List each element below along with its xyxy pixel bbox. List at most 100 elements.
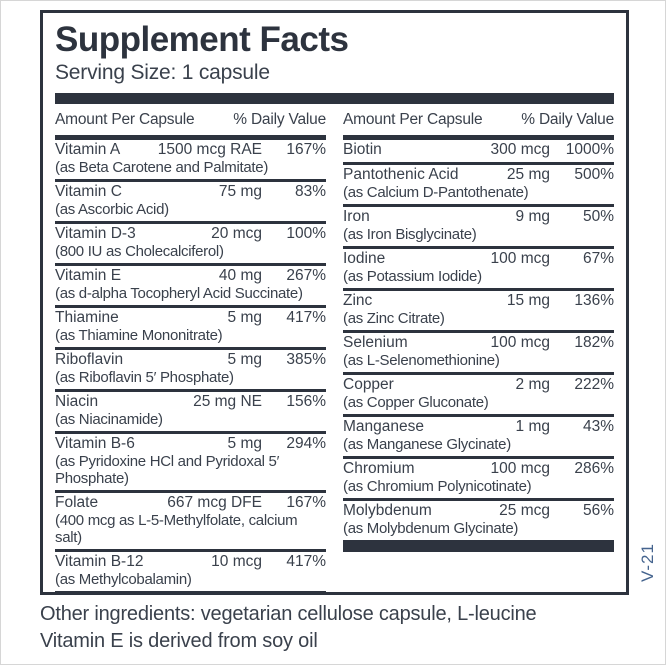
nutrient-source: (as Copper Gluconate) xyxy=(343,394,489,411)
daily-value-header: % Daily Value xyxy=(521,111,614,128)
nutrient-name: Molybdenum xyxy=(343,502,432,519)
nutrient-main-line: Vitamin D-3 20 mcg 100% xyxy=(55,225,326,243)
nutrient-amount: 5 mg xyxy=(227,351,262,368)
nutrient-amount: 9 mg xyxy=(515,208,550,225)
supplement-row: Molybdenum 25 mcg 56% (as Molybdenum Glycin… xyxy=(343,501,614,540)
nutrient-daily-value: 167% xyxy=(286,141,326,158)
nutrient-main-line: Vitamin E 40 mg 267% xyxy=(55,267,326,285)
nutrient-columns: Amount Per Capsule % Daily Value Vitamin… xyxy=(55,104,614,594)
supplement-row: Biotin 300 mcg 1000% xyxy=(343,140,614,165)
nutrient-amount: 75 mg xyxy=(218,183,262,200)
nutrient-daily-value: 50% xyxy=(582,208,614,225)
nutrient-source: (as Potassium Iodide) xyxy=(343,268,482,285)
right-column: Amount Per Capsule % Daily Value Biotin 3… xyxy=(343,104,614,594)
nutrient-daily-value: 294% xyxy=(286,435,326,452)
nutrient-main-line: Molybdenum 25 mcg 56% xyxy=(343,502,614,520)
nutrient-source: (as Iron Bisglycinate) xyxy=(343,226,477,243)
panel-title: Supplement Facts xyxy=(55,20,349,59)
nutrient-source: (as Methylcobalamin) xyxy=(55,571,192,588)
header-divider-bar xyxy=(343,135,614,140)
nutrient-main-line: Iron 9 mg 50% xyxy=(343,208,614,226)
nutrient-name: Manganese xyxy=(343,418,425,435)
nutrient-daily-value: 56% xyxy=(582,502,614,519)
nutrient-name: Vitamin A xyxy=(55,141,121,158)
nutrient-amount: 100 mcg xyxy=(490,250,550,267)
nutrient-source: (as Zinc Citrate) xyxy=(343,310,445,327)
thick-divider-bar xyxy=(55,93,614,104)
nutrient-name: Riboflavin xyxy=(55,351,124,368)
column-end-bar xyxy=(343,540,614,552)
nutrient-daily-value: 67% xyxy=(582,250,614,267)
nutrient-name: Niacin xyxy=(55,393,99,410)
nutrient-name: Vitamin B-6 xyxy=(55,435,135,452)
supplement-row: Vitamin B-6 5 mg 294% (as Pyridoxine HCl an… xyxy=(55,434,326,493)
header-divider-bar xyxy=(55,135,326,140)
right-column-rows: Biotin 300 mcg 1000% Pantothenic Acid 25 mg 5… xyxy=(343,140,614,540)
nutrient-amount: 100 mcg xyxy=(490,334,550,351)
nutrient-source: (as Beta Carotene and Palmitate) xyxy=(55,159,269,176)
nutrient-source: (as Ascorbic Acid) xyxy=(55,201,169,218)
nutrient-source: (as Pyridoxine HCl and Pyridoxal 5′ Phos… xyxy=(55,453,280,487)
nutrient-main-line: Iodine 100 mcg 67% xyxy=(343,250,614,268)
other-ingredients-line-2: Vitamin E is derived from soy oil xyxy=(40,630,318,652)
nutrient-main-line: Vitamin A 1500 mcg RAE 167% xyxy=(55,141,326,159)
supplement-row: Iodine 100 mcg 67% (as Potassium Iodide) xyxy=(343,249,614,291)
nutrient-amount: 5 mg xyxy=(227,309,262,326)
supplement-row: Vitamin E 40 mg 267% (as d-alpha Tocopheryl… xyxy=(55,266,326,308)
supplement-row: Copper 2 mg 222% (as Copper Gluconate) xyxy=(343,375,614,417)
supplement-row: Vitamin B-12 10 mcg 417% (as Methylcobalami… xyxy=(55,552,326,594)
nutrient-main-line: Vitamin C 75 mg 83% xyxy=(55,183,326,201)
supplement-row: Chromium 100 mcg 286% (as Chromium Polynico… xyxy=(343,459,614,501)
nutrient-amount: 25 mg xyxy=(506,166,550,183)
nutrient-daily-value: 156% xyxy=(286,393,326,410)
nutrient-amount: 1500 mcg RAE xyxy=(157,141,262,158)
nutrient-main-line: Biotin 300 mcg 1000% xyxy=(343,141,614,159)
nutrient-name: Copper xyxy=(343,376,394,393)
nutrient-amount: 667 mcg DFE xyxy=(167,494,262,511)
nutrient-source: (as Manganese Glycinate) xyxy=(343,436,511,453)
nutrient-main-line: Thiamine 5 mg 417% xyxy=(55,309,326,327)
nutrient-main-line: Niacin 25 mg NE 156% xyxy=(55,393,326,411)
nutrient-name: Vitamin B-12 xyxy=(55,553,144,570)
nutrient-main-line: Folate 667 mcg DFE 167% xyxy=(55,494,326,512)
supplement-row: Vitamin C 75 mg 83% (as Ascorbic Acid) xyxy=(55,182,326,224)
supplement-row: Folate 667 mcg DFE 167% (400 mcg as L-5-Met… xyxy=(55,493,326,552)
daily-value-header: % Daily Value xyxy=(233,111,326,128)
nutrient-amount: 15 mg xyxy=(506,292,550,309)
nutrient-main-line: Zinc 15 mg 136% xyxy=(343,292,614,310)
nutrient-daily-value: 417% xyxy=(286,553,326,570)
supplement-row: Thiamine 5 mg 417% (as Thiamine Mononitrate… xyxy=(55,308,326,350)
nutrient-source: (as Niacinamide) xyxy=(55,411,163,428)
nutrient-daily-value: 222% xyxy=(574,376,614,393)
nutrient-amount: 1 mg xyxy=(515,418,550,435)
nutrient-daily-value: 167% xyxy=(286,494,326,511)
nutrient-amount: 25 mg NE xyxy=(193,393,262,410)
nutrient-source: (800 IU as Cholecalciferol) xyxy=(55,243,224,260)
nutrient-amount: 100 mcg xyxy=(490,460,550,477)
nutrient-amount: 20 mcg xyxy=(211,225,262,242)
supplement-facts-panel: Supplement Facts Serving Size: 1 capsule… xyxy=(40,10,629,595)
nutrient-source: (as Calcium D-Pantothenate) xyxy=(343,184,529,201)
nutrient-daily-value: 267% xyxy=(286,267,326,284)
nutrient-main-line: Vitamin B-6 5 mg 294% xyxy=(55,435,326,453)
amount-header: Amount Per Capsule xyxy=(343,111,483,128)
nutrient-main-line: Chromium 100 mcg 286% xyxy=(343,460,614,478)
left-column-rows: Vitamin A 1500 mcg RAE 167% (as Beta Carote… xyxy=(55,140,326,594)
nutrient-source: (as d-alpha Tocopheryl Acid Succinate) xyxy=(55,285,303,302)
nutrient-daily-value: 100% xyxy=(286,225,326,242)
nutrient-name: Vitamin C xyxy=(55,183,122,200)
nutrient-source: (as L-Selenomethionine) xyxy=(343,352,500,369)
nutrient-daily-value: 43% xyxy=(582,418,614,435)
nutrient-daily-value: 417% xyxy=(286,309,326,326)
nutrient-name: Pantothenic Acid xyxy=(343,166,459,183)
nutrient-source: (as Chromium Polynicotinate) xyxy=(343,478,532,495)
nutrient-name: Thiamine xyxy=(55,309,119,326)
nutrient-main-line: Copper 2 mg 222% xyxy=(343,376,614,394)
supplement-row: Selenium 100 mcg 182% (as L-Selenomethionin… xyxy=(343,333,614,375)
nutrient-daily-value: 385% xyxy=(286,351,326,368)
nutrient-amount: 40 mg xyxy=(218,267,262,284)
supplement-row: Vitamin A 1500 mcg RAE 167% (as Beta Carote… xyxy=(55,140,326,182)
nutrient-amount: 25 mcg xyxy=(499,502,550,519)
nutrient-main-line: Selenium 100 mcg 182% xyxy=(343,334,614,352)
nutrient-name: Folate xyxy=(55,494,99,511)
